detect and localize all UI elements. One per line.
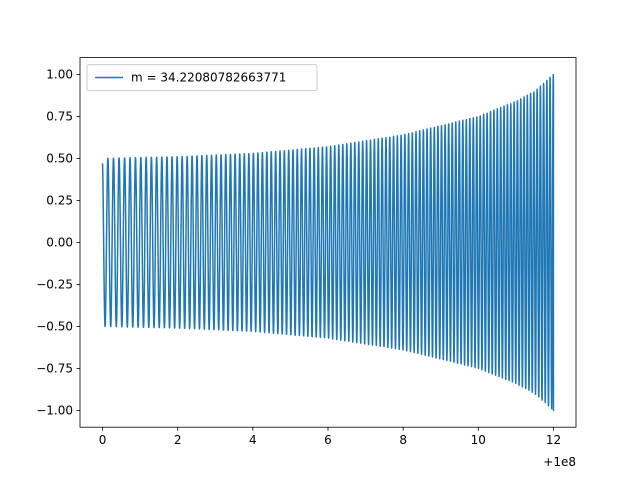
y-tick-label: 0.25 bbox=[46, 194, 73, 208]
x-tick-label: 12 bbox=[546, 433, 561, 447]
y-axis: 1.00 0.75 0.50 0.25 0.00 −0.25 −0.50 −0.75 −1.00 bbox=[36, 68, 80, 418]
x-tick-label: 0 bbox=[99, 433, 107, 447]
legend-label: m = 34.22080782663771 bbox=[131, 71, 286, 85]
y-tick-label: −0.75 bbox=[36, 362, 73, 376]
x-axis-offset-label: +1e8 bbox=[543, 455, 576, 469]
legend: m = 34.22080782663771 bbox=[86, 64, 318, 92]
y-tick-label: 1.00 bbox=[46, 68, 73, 82]
y-tick-label: 0.00 bbox=[46, 236, 73, 250]
y-tick-label: 0.50 bbox=[46, 152, 73, 166]
y-tick-label: 0.75 bbox=[46, 110, 73, 124]
x-tick-label: 2 bbox=[174, 433, 182, 447]
x-tick-label: 4 bbox=[249, 433, 257, 447]
x-tick-label: 6 bbox=[324, 433, 332, 447]
series-line bbox=[101, 73, 555, 412]
x-tick-label: 8 bbox=[399, 433, 407, 447]
x-tick-label: 10 bbox=[471, 433, 486, 447]
y-tick-label: −1.00 bbox=[36, 404, 73, 418]
legend-box bbox=[86, 64, 318, 92]
y-tick-label: −0.50 bbox=[36, 320, 73, 334]
y-tick-label: −0.25 bbox=[36, 278, 73, 292]
series-layer bbox=[101, 73, 555, 412]
x-axis: 0 2 4 6 8 10 12 bbox=[99, 427, 561, 447]
